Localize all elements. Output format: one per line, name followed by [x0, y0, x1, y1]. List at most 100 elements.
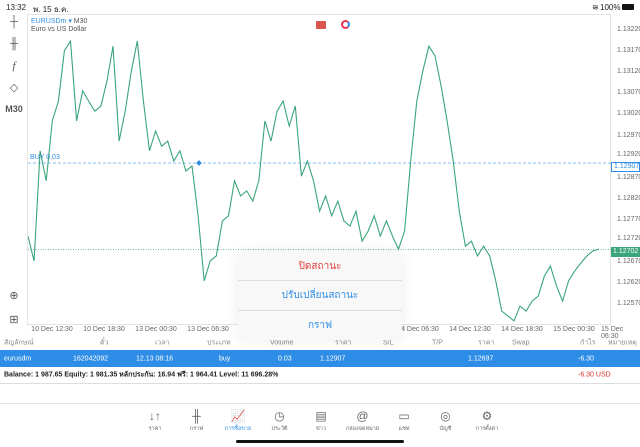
nav-label: กราฟ — [189, 426, 204, 432]
nav-label: ประวัติ — [271, 426, 288, 432]
nav-icon: ▤ — [315, 409, 327, 423]
x-tick-label: 14 Dec 06:30 — [397, 326, 439, 333]
objects-icon[interactable]: ◇ — [9, 82, 19, 94]
nav-icon: 📈 — [230, 409, 246, 423]
x-tick-label: 15 Dec 00:30 — [553, 326, 595, 333]
status-date: พ. 15 ธ.ค. — [33, 5, 69, 14]
nav-item[interactable]: ╫ กราฟ — [177, 409, 217, 433]
y-tick-label: 1.12970 — [617, 131, 640, 139]
modify-position-button[interactable]: ปรับเปลี่ยนสถานะ — [238, 281, 402, 311]
nav-item[interactable]: ◎ บัญชี — [426, 409, 466, 433]
y-tick-label: 1.12920 — [617, 150, 640, 158]
price-line — [28, 39, 600, 322]
y-tick-label: 1.13220 — [617, 26, 640, 33]
nav-item[interactable]: ⚙ การตั้งค่า — [467, 409, 507, 433]
status-bar: 13:32 พ. 15 ธ.ค. ≋ 100% — [0, 0, 640, 14]
x-tick-label: 13 Dec 06:30 — [187, 326, 229, 333]
close-position-button[interactable]: ปิดสถานะ — [238, 252, 402, 282]
price-plot — [28, 39, 612, 322]
buy-entry-marker — [196, 160, 202, 166]
table-row[interactable]: eurusdm 162042092 12.13 08:16 buy 0.03 1… — [0, 350, 640, 367]
one-click-trading-icon[interactable] — [316, 21, 326, 29]
col-comment: หมายเหตุ — [608, 339, 637, 347]
y-tick-label: 1.12770 — [617, 215, 640, 223]
nav-item[interactable]: ▤ ข่าว — [301, 409, 341, 433]
nav-item[interactable]: ◷ ประวัติ — [260, 409, 300, 433]
col-sl: S/L — [383, 339, 394, 347]
row-symbol: eurusdm — [4, 355, 32, 362]
chart-timeframe: M30 — [73, 18, 88, 25]
y-tick-label: 1.12870 — [617, 173, 640, 181]
col-time: เวลา — [155, 339, 170, 347]
status-time: 13:32 — [6, 3, 27, 12]
nav-label: การตั้งค่า — [475, 426, 499, 432]
col-ticket: ตั๋ว — [100, 339, 109, 347]
candles-icon[interactable]: ╫ — [10, 38, 18, 50]
crosshair-icon[interactable]: ┼ — [10, 16, 18, 28]
nav-label: กล่องจดหมาย — [345, 426, 380, 432]
y-tick-label: 1.13020 — [617, 110, 640, 118]
col-current-price: ราคา — [478, 339, 495, 347]
x-tick-label: 15 Dec 06:30 — [601, 326, 624, 340]
col-volume: Volume — [270, 339, 294, 347]
timeframe-button[interactable]: M30 — [5, 104, 23, 114]
trade-table-header: สัญลักษณ์ ตั๋ว เวลา ประเภท Volume ราคา S… — [0, 337, 640, 349]
row-ticket: 162042092 — [73, 355, 109, 362]
balance-bar: Balance: 1 987.65 Equity: 1 981.35 หลักป… — [0, 367, 640, 384]
nav-label: บัญชี — [439, 426, 452, 432]
nav-icon: ↓↑ — [149, 409, 161, 423]
y-tick-label: 1.12720 — [617, 235, 640, 242]
row-time: 12.13 08:16 — [136, 355, 173, 362]
y-tick-label: 1.12570 — [617, 300, 640, 308]
y-tick-label: 1.13070 — [617, 89, 640, 97]
bottom-nav: ↓↑ ราคา ╫ กราฟ 📈 การซื้อขาย ◷ ประวัติ ▤ ข่าว @ กล่อ… — [0, 403, 640, 447]
nav-icon: ▭ — [398, 409, 410, 423]
row-type: buy — [219, 355, 231, 362]
signal-icon[interactable] — [341, 20, 350, 29]
nav-item[interactable]: 📈 การซื้อขาย — [218, 409, 258, 433]
x-tick-label: 14 Dec 18:30 — [501, 326, 543, 333]
indicators-icon[interactable]: f — [12, 60, 16, 72]
row-profit: -6.30 — [578, 355, 594, 362]
wifi-icon: ≋ — [592, 3, 599, 12]
current-price-tag: 1.12702 — [611, 247, 640, 257]
zoom-icon[interactable]: ⊕ — [9, 290, 19, 302]
x-tick-label: 14 Dec 12:30 — [449, 326, 491, 333]
y-tick-label: 1.13120 — [617, 68, 640, 76]
y-tick-label: 1.12620 — [617, 279, 640, 287]
nav-item[interactable]: ▭ แชท — [384, 409, 424, 433]
x-tick-label: 13 Dec 00:30 — [135, 326, 177, 333]
buy-order-label: BUY 0.03 — [30, 154, 60, 161]
row-open-price: 1.12907 — [320, 355, 346, 362]
nav-item[interactable]: ↓↑ ราคา — [135, 409, 175, 433]
total-profit: -6.30 USD — [578, 371, 611, 379]
row-current-price: 1.12697 — [468, 355, 494, 362]
home-indicator — [236, 440, 404, 443]
y-tick-label: 1.12820 — [617, 194, 640, 202]
y-tick-label: 1.13170 — [617, 47, 640, 55]
chart-symbol[interactable]: EURUSDm ▾ M30 — [31, 18, 88, 25]
nav-label: การซื้อขาย — [224, 426, 252, 432]
nav-icon: ◷ — [274, 409, 285, 423]
nav-icon: ⚙ — [481, 409, 493, 423]
col-symbol: สัญลักษณ์ — [4, 339, 34, 347]
nav-label: ราคา — [148, 426, 162, 432]
add-icon[interactable]: ⊞ — [9, 314, 19, 326]
symbol-description: Euro vs US Dollar — [31, 26, 87, 33]
row-volume: 0.03 — [278, 355, 292, 362]
nav-icon: ◎ — [440, 409, 451, 423]
nav-label: แชท — [398, 426, 410, 432]
battery-icon — [622, 4, 634, 10]
x-tick-label: 10 Dec 18:30 — [83, 326, 125, 333]
col-price: ราคา — [335, 339, 352, 347]
position-context-menu: ปิดสถานะ ปรับเปลี่ยนสถานะ กราฟ — [238, 252, 402, 340]
col-swap: Swap — [512, 339, 530, 347]
nav-icon: @ — [356, 409, 369, 423]
chart-button[interactable]: กราฟ — [307, 319, 333, 331]
symbol-name: EURUSDm — [31, 18, 67, 25]
nav-item[interactable]: @ กล่องจดหมาย — [343, 409, 383, 433]
battery-level: 100% — [600, 3, 621, 12]
col-type: ประเภท — [207, 339, 231, 347]
nav-icon: ╫ — [192, 409, 201, 423]
y-tick-label: 1.12670 — [617, 258, 640, 266]
